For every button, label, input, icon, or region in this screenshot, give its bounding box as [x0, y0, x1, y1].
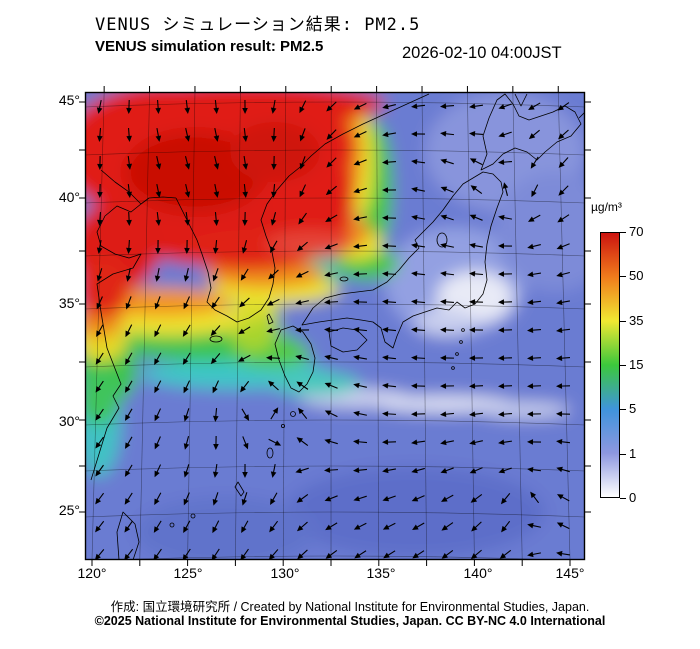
- colorbar-tick-label: 0: [629, 490, 637, 505]
- footer-copyright: ©2025 National Institute for Environment…: [94, 614, 606, 628]
- colorbar-tick-label: 5: [629, 401, 637, 417]
- colorbar-tick-mark: [620, 409, 626, 411]
- lon-tick-label: 135°: [366, 565, 396, 581]
- pm25-field-layer: [85, 92, 585, 560]
- lat-tick-label: 30°: [58, 413, 80, 429]
- graticule-layer: [85, 92, 585, 560]
- coastline-layer: [90, 93, 585, 560]
- page-title-japanese: VENUS シミュレーション結果: PM2.5: [95, 15, 421, 35]
- map-ticks: [79, 86, 591, 566]
- colorbar-tick-mark: [620, 276, 626, 278]
- lon-tick-label: 130°: [270, 565, 300, 581]
- lat-tick-label: 25°: [58, 502, 80, 518]
- lat-tick-label: 45°: [58, 92, 80, 108]
- footer-credit: 作成: 国立環境研究所 / Created by National Instit…: [110, 600, 590, 614]
- colorbar-tick-mark: [620, 453, 626, 455]
- lon-tick-label: 120°: [77, 565, 107, 581]
- colorbar-tick-label: 35: [629, 312, 644, 328]
- colorbar-tick-mark: [620, 365, 626, 366]
- colorbar-tick-mark: [620, 232, 626, 233]
- map-canvas: [79, 86, 591, 566]
- colorbar-tick-label: 70: [629, 224, 644, 239]
- lon-tick-label: 145°: [555, 565, 585, 581]
- lat-tick-label: 35°: [58, 295, 80, 311]
- colorbar-tick-mark: [620, 320, 626, 322]
- forecast-timestamp: 2026-02-10 04:00JST: [402, 44, 562, 62]
- map-border: [84, 91, 586, 561]
- lon-tick-label: 140°: [463, 565, 493, 581]
- colorbar-tick-label: 15: [629, 357, 644, 372]
- page-title-english: VENUS simulation result: PM2.5: [95, 38, 324, 55]
- colorbar: [600, 232, 620, 498]
- map-frame: [79, 86, 591, 566]
- colorbar-tick-label: 50: [629, 268, 644, 284]
- colorbar-tick-mark: [620, 498, 626, 499]
- lon-tick-label: 125°: [173, 565, 203, 581]
- colorbar-unit-label: µg/m³: [591, 200, 622, 214]
- lat-tick-label: 40°: [58, 189, 80, 205]
- colorbar-tick-label: 1: [629, 445, 637, 461]
- wind-arrows-layer: [94, 99, 571, 560]
